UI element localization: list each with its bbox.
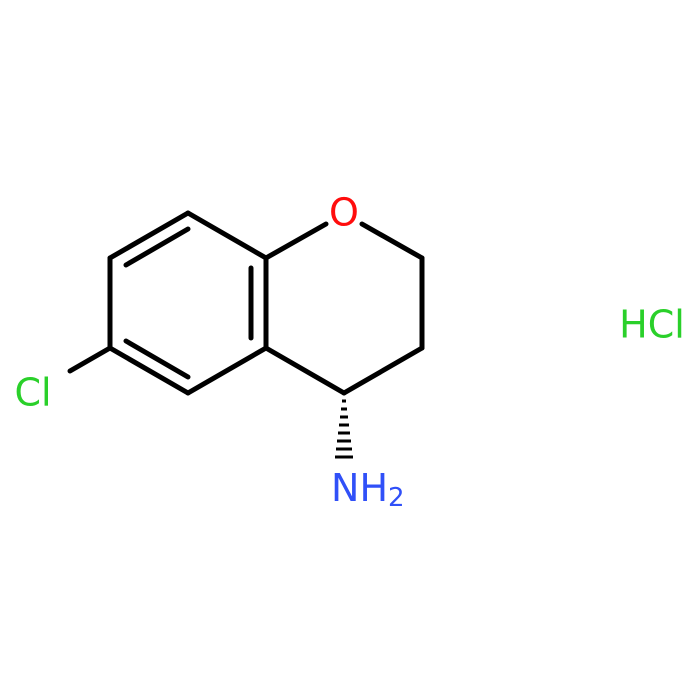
bond: [359, 221, 425, 261]
bond: [341, 345, 425, 396]
hashed-wedge: [335, 399, 353, 459]
chlorine-label: Cl: [14, 371, 51, 415]
double-bond: [123, 338, 191, 380]
bond: [185, 345, 269, 396]
bond: [263, 221, 329, 261]
bonds: [67, 210, 425, 459]
bond: [185, 210, 269, 261]
amine-label: NH2: [331, 466, 405, 513]
bond: [263, 345, 347, 396]
amine-hydrogen: H: [359, 466, 388, 510]
bond: [107, 345, 191, 396]
double-bond: [123, 226, 191, 268]
amine-count: 2: [388, 483, 405, 513]
salt-label: HCl: [619, 303, 685, 347]
amine-element: N: [331, 466, 359, 510]
bond: [67, 345, 113, 374]
bond: [107, 210, 191, 261]
oxygen-label: O: [329, 191, 359, 235]
